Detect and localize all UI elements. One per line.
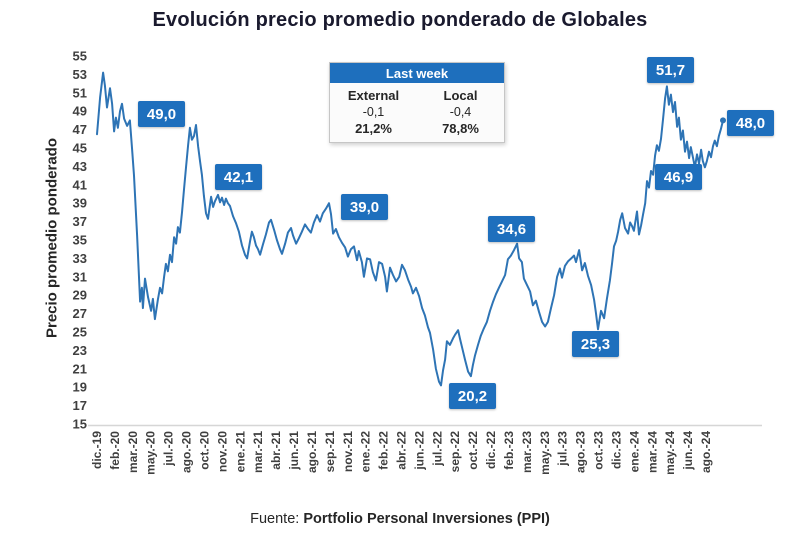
y-axis-tick-label: 43 bbox=[73, 159, 87, 174]
x-axis-tick-label: ago.-21 bbox=[305, 431, 319, 473]
y-axis-tick-label: 55 bbox=[73, 49, 87, 64]
x-axis-tick-label: mar.-23 bbox=[520, 431, 534, 473]
x-axis-tick-label: nov.-21 bbox=[341, 431, 355, 472]
external-share-value: 21,2% bbox=[355, 121, 392, 136]
source-line: Fuente: Portfolio Personal Inversiones (… bbox=[0, 511, 800, 527]
x-axis-tick-label: dic.-22 bbox=[484, 431, 498, 469]
x-axis-tick-label: ene.-24 bbox=[627, 431, 641, 473]
y-axis-tick-label: 15 bbox=[73, 417, 87, 432]
data-label-51-7: 51,7 bbox=[647, 57, 694, 83]
x-axis-tick-label: ene.-22 bbox=[359, 431, 373, 473]
y-axis-tick-label: 47 bbox=[73, 122, 87, 137]
x-axis-tick-label: mar.-20 bbox=[126, 431, 140, 473]
x-axis-tick-label: ene.-21 bbox=[233, 431, 247, 473]
y-axis-tick-label: 45 bbox=[73, 141, 87, 156]
y-axis-tick-label: 19 bbox=[73, 380, 87, 395]
x-axis-tick-label: feb.-20 bbox=[108, 431, 122, 470]
x-axis-tick-label: dic.-19 bbox=[90, 431, 104, 469]
x-axis-tick-label: oct.-23 bbox=[592, 431, 606, 470]
last-week-table-body: External Local -0,1 -0,4 21,2% 78,8% bbox=[330, 83, 504, 142]
y-axis-tick-label: 51 bbox=[73, 85, 87, 100]
y-axis-tick-label: 29 bbox=[73, 288, 87, 303]
x-axis-tick-label: sep.-22 bbox=[448, 431, 462, 473]
x-axis-tick-label: nov.-20 bbox=[215, 431, 229, 472]
data-label-20-2: 20,2 bbox=[449, 383, 496, 409]
x-axis-tick-label: may.-20 bbox=[144, 431, 158, 475]
source-name: Portfolio Personal Inversiones (PPI) bbox=[303, 511, 550, 527]
y-axis-tick-label: 21 bbox=[73, 361, 87, 376]
y-axis-tick-label: 31 bbox=[73, 269, 87, 284]
x-axis-tick-label: feb.-23 bbox=[502, 431, 516, 470]
x-axis-tick-label: jun.-24 bbox=[681, 431, 695, 471]
x-axis-tick-label: ago.-20 bbox=[180, 431, 194, 473]
data-label-25-3: 25,3 bbox=[572, 331, 619, 357]
y-axis-tick-label: 35 bbox=[73, 233, 87, 248]
data-label-42-1: 42,1 bbox=[215, 164, 262, 190]
x-axis-tick-label: mar.-21 bbox=[251, 431, 265, 473]
x-axis-tick-label: sep.-21 bbox=[323, 431, 337, 473]
x-axis-tick-label: jul.-22 bbox=[430, 431, 444, 467]
x-axis-tick-label: may.-24 bbox=[663, 431, 677, 475]
y-axis-tick-label: 41 bbox=[73, 177, 87, 192]
y-axis-tick-label: 37 bbox=[73, 214, 87, 229]
local-share-value: 78,8% bbox=[442, 121, 479, 136]
y-axis-tick-label: 27 bbox=[73, 306, 87, 321]
y-axis-tick-label: 25 bbox=[73, 325, 87, 340]
x-axis-tick-label: jun.-21 bbox=[287, 431, 301, 471]
chart-title: Evolución precio promedio ponderado de G… bbox=[152, 9, 648, 31]
y-axis-tick-label: 49 bbox=[73, 104, 87, 119]
x-axis-tick-label: ago.-24 bbox=[699, 431, 713, 473]
source-prefix: Fuente: bbox=[250, 511, 304, 527]
x-axis-tick-label: oct.-20 bbox=[197, 431, 211, 470]
x-axis-tick-label: feb.-22 bbox=[377, 431, 391, 470]
last-point-marker bbox=[720, 117, 726, 124]
last-week-table: Last week External Local -0,1 -0,4 21,2%… bbox=[329, 62, 505, 143]
x-axis-tick-label: jul.-23 bbox=[556, 431, 570, 467]
x-axis-tick-label: abr.-21 bbox=[269, 431, 283, 470]
x-axis-tick-label: dic.-23 bbox=[609, 431, 623, 469]
external-change-value: -0,1 bbox=[362, 105, 385, 119]
y-axis-tick-label: 23 bbox=[73, 343, 87, 358]
data-label-49-0: 49,0 bbox=[138, 101, 185, 127]
data-label-39-0: 39,0 bbox=[341, 194, 388, 220]
column-header-local: Local bbox=[443, 88, 478, 103]
x-axis-tick-label: abr.-22 bbox=[395, 431, 409, 470]
x-axis-tick-label: jun.-22 bbox=[412, 431, 426, 471]
x-axis-tick-label: jul.-20 bbox=[162, 431, 176, 467]
local-change-value: -0,4 bbox=[449, 105, 472, 119]
column-header-external: External bbox=[347, 88, 400, 103]
price-line bbox=[96, 71, 724, 387]
x-axis-tick-label: ago.-23 bbox=[574, 431, 588, 473]
x-axis-tick-label: oct.-22 bbox=[466, 431, 480, 470]
last-week-table-header: Last week bbox=[330, 63, 504, 83]
y-axis-tick-label: 53 bbox=[73, 67, 87, 82]
y-axis-tick-label: 33 bbox=[73, 251, 87, 266]
data-label-48-0: 48,0 bbox=[727, 110, 774, 136]
data-label-34-6: 34,6 bbox=[488, 216, 535, 242]
x-axis-tick-label: mar.-24 bbox=[645, 431, 659, 473]
y-axis-tick-label: 17 bbox=[73, 398, 87, 413]
data-label-46-9: 46,9 bbox=[655, 164, 702, 190]
y-axis-tick-label: 39 bbox=[73, 196, 87, 211]
x-axis-tick-label: may.-23 bbox=[538, 431, 552, 475]
